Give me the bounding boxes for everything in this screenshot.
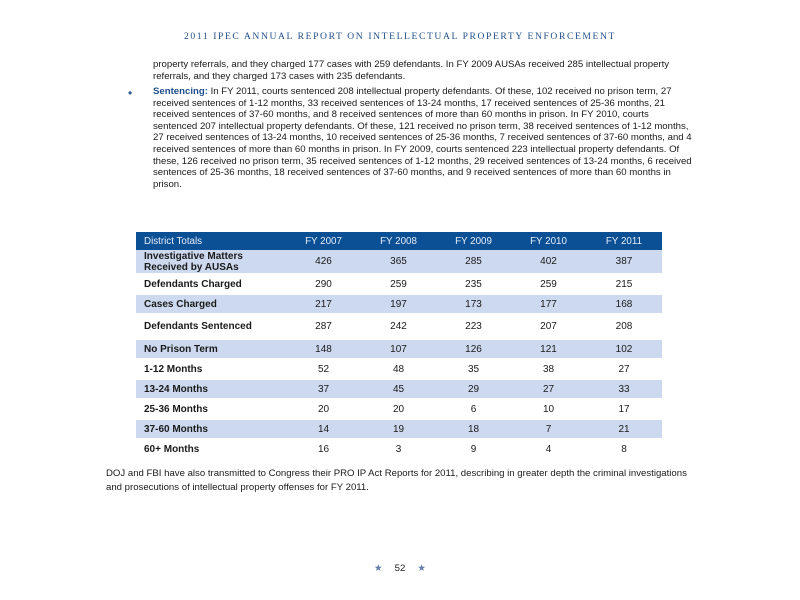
table-cell: 207 (511, 314, 586, 340)
table-cell: 48 (361, 359, 436, 380)
page-footer: ★ 52 ★ (0, 563, 800, 574)
table-cell: 45 (361, 379, 436, 400)
table-cell: 173 (436, 294, 511, 315)
row-label: 13-24 Months (136, 379, 286, 400)
table-cell: 18 (436, 419, 511, 440)
table-cell: 21 (586, 419, 662, 440)
column-header: District Totals (136, 232, 286, 250)
table-cell: 242 (361, 314, 436, 340)
table-cell: 259 (361, 274, 436, 295)
table-cell: 126 (436, 339, 511, 360)
table-row: 13-24 Months 37 45 29 27 33 (136, 379, 662, 400)
column-header: FY 2010 (511, 232, 586, 250)
table-cell: 197 (361, 294, 436, 315)
table-cell: 285 (436, 250, 511, 275)
closing-paragraph: DOJ and FBI have also transmitted to Con… (106, 468, 687, 493)
table-cell: 259 (511, 274, 586, 295)
table-cell: 223 (436, 314, 511, 340)
table-row: No Prison Term 148 107 126 121 102 (136, 339, 662, 360)
table-cell: 168 (586, 294, 662, 315)
row-label: Defendants Charged (136, 274, 286, 295)
table-cell: 208 (586, 314, 662, 340)
table-cell: 20 (286, 399, 361, 420)
table-header-row: District Totals FY 2007 FY 2008 FY 2009 … (136, 232, 662, 250)
column-header: FY 2008 (361, 232, 436, 250)
table-row: Defendants Sentenced 287 242 223 207 208 (136, 314, 662, 340)
table-cell: 7 (511, 419, 586, 440)
table-cell: 10 (511, 399, 586, 420)
table-row: Defendants Charged 290 259 235 259 215 (136, 274, 662, 295)
row-label: Cases Charged (136, 294, 286, 315)
table-cell: 121 (511, 339, 586, 360)
table-cell: 19 (361, 419, 436, 440)
table-cell: 4 (511, 439, 586, 460)
table-row: 25-36 Months 20 20 6 10 17 (136, 399, 662, 420)
table-cell: 6 (436, 399, 511, 420)
table-cell: 27 (511, 379, 586, 400)
table-cell: 177 (511, 294, 586, 315)
table-cell: 29 (436, 379, 511, 400)
table-cell: 426 (286, 250, 361, 275)
table-cell: 38 (511, 359, 586, 380)
row-label: 25-36 Months (136, 399, 286, 420)
table-row: 60+ Months 16 3 9 4 8 (136, 439, 662, 460)
district-totals-table: District Totals FY 2007 FY 2008 FY 2009 … (136, 232, 662, 460)
sentencing-bullet-paragraph: Sentencing: In FY 2011, courts sentenced… (153, 86, 695, 190)
table-cell: 35 (436, 359, 511, 380)
column-header: FY 2009 (436, 232, 511, 250)
table-cell: 365 (361, 250, 436, 275)
table-cell: 402 (511, 250, 586, 275)
table-cell: 9 (436, 439, 511, 460)
table-cell: 8 (586, 439, 662, 460)
table-cell: 290 (286, 274, 361, 295)
row-label: 1-12 Months (136, 359, 286, 380)
table-cell: 148 (286, 339, 361, 360)
column-header: FY 2007 (286, 232, 361, 250)
table-cell: 27 (586, 359, 662, 380)
table-cell: 16 (286, 439, 361, 460)
column-header: FY 2011 (586, 232, 662, 250)
table-cell: 37 (286, 379, 361, 400)
star-icon: ★ (417, 563, 426, 574)
table-row: Investigative Matters Received by AUSAs … (136, 250, 662, 275)
table-cell: 107 (361, 339, 436, 360)
table-cell: 387 (586, 250, 662, 275)
table-cell: 20 (361, 399, 436, 420)
row-label: 37-60 Months (136, 419, 286, 440)
table-cell: 235 (436, 274, 511, 295)
table-cell: 17 (586, 399, 662, 420)
table-cell: 217 (286, 294, 361, 315)
bullet-icon: • (128, 86, 133, 100)
star-icon: ★ (374, 563, 383, 574)
sentencing-lead: Sentencing: (153, 86, 208, 97)
row-label: No Prison Term (136, 339, 286, 360)
table-row: 1-12 Months 52 48 35 38 27 (136, 359, 662, 380)
sentencing-text: In FY 2011, courts sentenced 208 intelle… (153, 86, 692, 190)
row-label: 60+ Months (136, 439, 286, 460)
table-cell: 287 (286, 314, 361, 340)
table-cell: 52 (286, 359, 361, 380)
row-label: Investigative Matters Received by AUSAs (136, 250, 286, 275)
table-cell: 215 (586, 274, 662, 295)
row-label: Defendants Sentenced (136, 314, 286, 340)
table-cell: 3 (361, 439, 436, 460)
table-row: Cases Charged 217 197 173 177 168 (136, 294, 662, 315)
page-number: 52 (394, 563, 406, 574)
table-cell: 102 (586, 339, 662, 360)
body-paragraph: property referrals, and they charged 177… (153, 59, 670, 82)
table-cell: 14 (286, 419, 361, 440)
table-cell: 33 (586, 379, 662, 400)
running-head: 2011 IPEC ANNUAL REPORT ON INTELLECTUAL … (184, 31, 616, 42)
table-row: 37-60 Months 14 19 18 7 21 (136, 419, 662, 440)
